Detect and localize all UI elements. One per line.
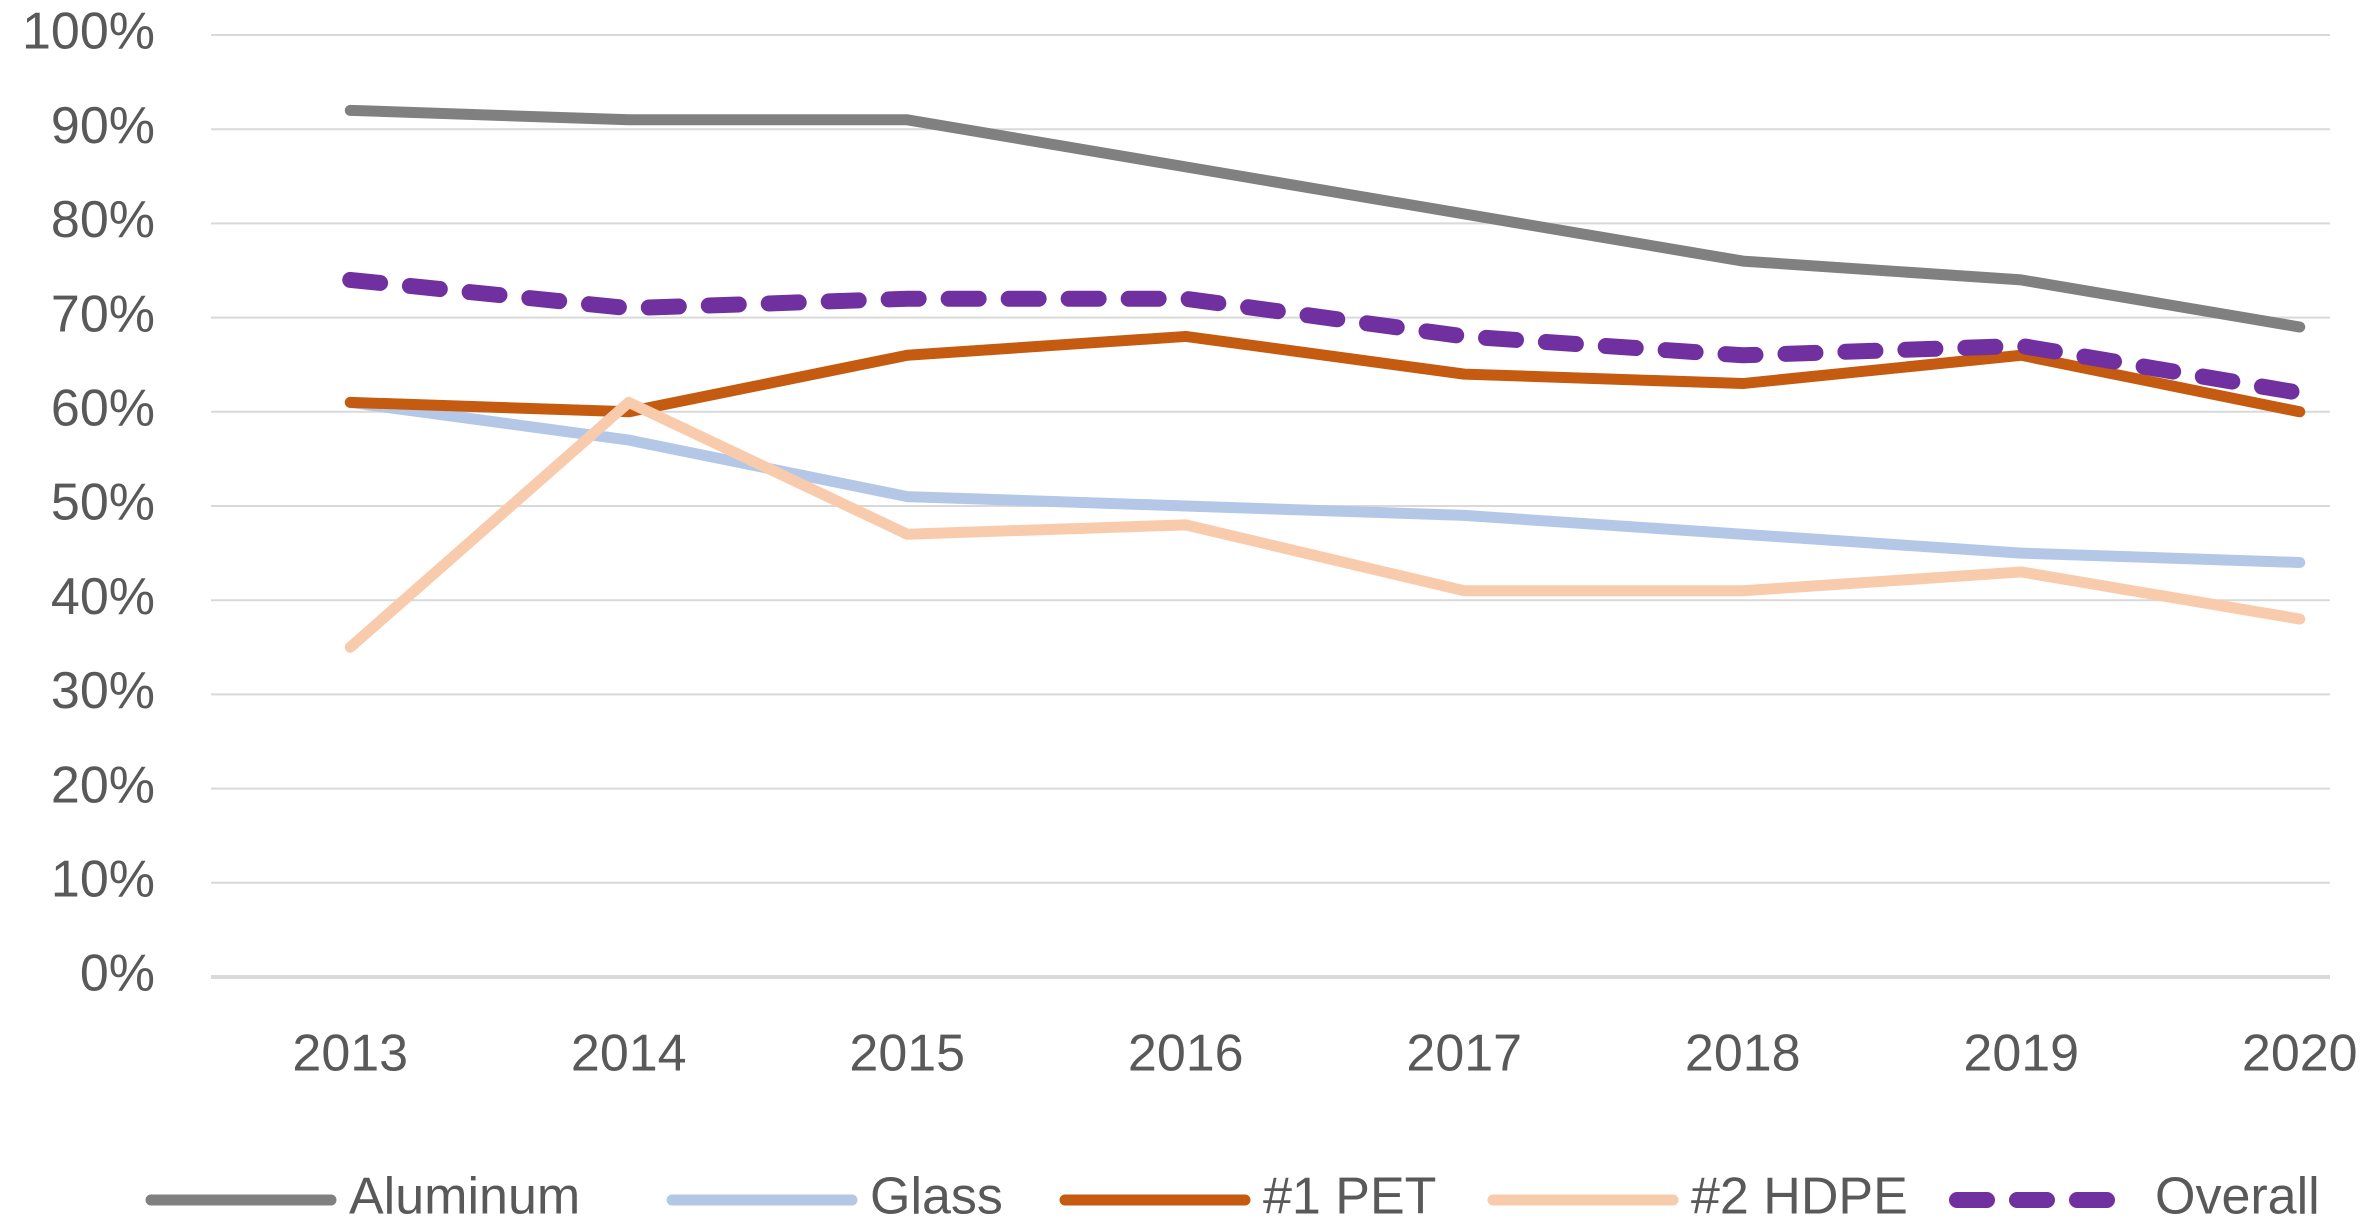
x-tick-label: 2020 <box>2242 1025 2358 1083</box>
y-tick-label: 40% <box>51 568 155 626</box>
legend-label: Overall <box>2155 1168 2320 1225</box>
y-tick-label: 0% <box>80 945 155 1003</box>
x-tick-label: 2014 <box>571 1025 687 1083</box>
x-tick-label: 2015 <box>849 1025 965 1083</box>
x-tick-label: 2018 <box>1685 1025 1801 1083</box>
y-tick-label: 10% <box>51 851 155 909</box>
y-tick-label: 80% <box>51 191 155 249</box>
legend-label: #2 HDPE <box>1691 1168 1908 1225</box>
y-tick-label: 90% <box>51 97 155 155</box>
legend-label: #1 PET <box>1263 1168 1436 1225</box>
x-tick-label: 2016 <box>1128 1025 1244 1083</box>
legend-label: Glass <box>870 1168 1003 1225</box>
line-series <box>344 396 2306 569</box>
y-tick-label: 70% <box>51 285 155 343</box>
line-series <box>342 271 2308 401</box>
legend-label: Aluminum <box>349 1168 580 1225</box>
line-series <box>344 396 2306 653</box>
x-tick-label: 2019 <box>1963 1025 2079 1083</box>
y-tick-label: 60% <box>51 380 155 438</box>
y-tick-label: 20% <box>51 756 155 814</box>
y-tick-label: 30% <box>51 662 155 720</box>
line-series <box>344 330 2306 418</box>
y-tick-label: 100% <box>22 3 155 61</box>
x-tick-label: 2017 <box>1406 1025 1522 1083</box>
line-series <box>344 104 2306 333</box>
y-tick-label: 50% <box>51 474 155 532</box>
x-tick-label: 2013 <box>292 1025 408 1083</box>
